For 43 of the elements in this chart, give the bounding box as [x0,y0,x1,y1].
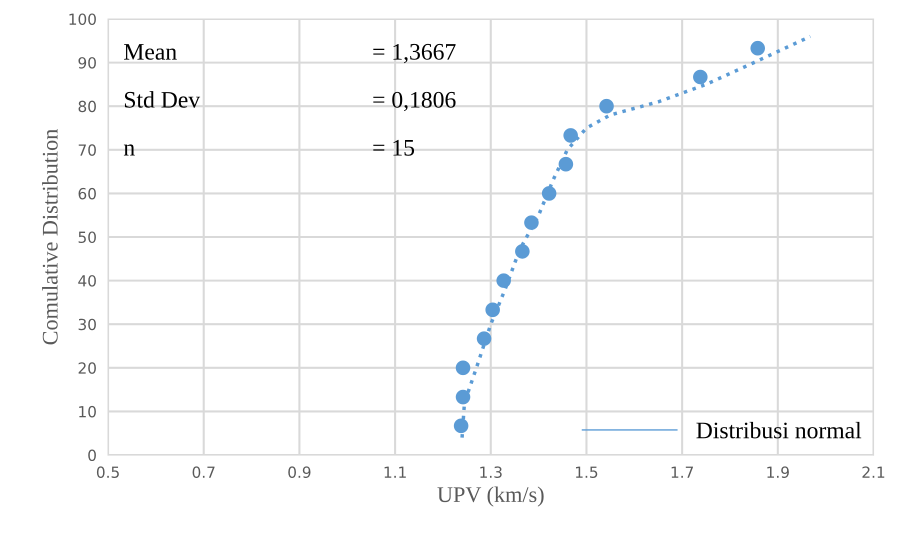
y-tick-label: 60 [78,188,96,200]
point [599,98,614,114]
y-tick-label: 20 [78,362,96,374]
x-tick-label: 0.9 [288,466,310,478]
y-tick-label: 10 [79,406,96,418]
annotation: = 0,1806 [373,92,456,112]
annotation: = 15 [373,140,414,156]
y-tick-label: 50 [78,231,96,244]
point [542,186,556,201]
y-tick-label: 100 [69,13,96,26]
y-tick-label: 30 [78,318,96,330]
annotation: Mean [124,44,177,60]
annotation: Std Dev [124,91,200,108]
point [750,40,766,56]
y-tick-label: 90 [78,57,96,69]
y-tick-label: 80 [78,100,96,112]
x-axis-title: UPV (km/s) [437,486,544,507]
point [456,360,470,376]
legend-label: Distribusi normal [696,422,862,438]
x-tick-label: 1.9 [767,466,789,478]
point [563,128,578,143]
y-axis-title: Comulative Distribution [42,129,58,344]
point [496,273,511,288]
y-tick-label: 0 [88,450,96,462]
y-tick-label: 70 [78,144,96,156]
x-tick-label: 1.5 [576,466,598,478]
x-tick-label: 1.3 [480,466,502,478]
y-tick-label: 40 [78,275,96,287]
x-tick-label: 2.1 [862,466,884,478]
point [524,215,539,230]
point [476,331,492,346]
annotation: n [124,144,135,156]
x-tick-label: 1.7 [672,466,693,478]
point [515,244,530,259]
x-tick-label: 1.1 [384,466,406,478]
annotation: = 1,3667 [373,44,456,64]
point [456,390,470,404]
x-tick-label: 0.7 [192,466,215,478]
point [558,156,574,172]
x-tick-label: 0.5 [96,466,119,478]
point [693,70,708,84]
point [454,418,468,434]
point [485,302,500,318]
